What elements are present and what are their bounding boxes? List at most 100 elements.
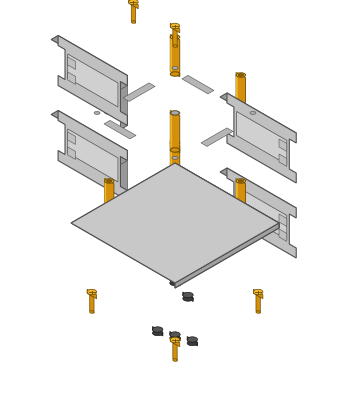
Polygon shape — [163, 206, 197, 226]
Polygon shape — [123, 193, 155, 211]
Ellipse shape — [90, 311, 94, 313]
Polygon shape — [71, 163, 279, 283]
Ellipse shape — [187, 337, 197, 342]
Ellipse shape — [173, 263, 177, 265]
Polygon shape — [237, 186, 287, 240]
Polygon shape — [153, 327, 163, 336]
Polygon shape — [182, 76, 214, 94]
Polygon shape — [175, 163, 279, 228]
Ellipse shape — [172, 142, 178, 144]
Ellipse shape — [170, 277, 180, 282]
Polygon shape — [123, 83, 155, 102]
Polygon shape — [90, 295, 94, 313]
Polygon shape — [51, 111, 127, 154]
Polygon shape — [236, 72, 238, 110]
Ellipse shape — [170, 72, 180, 76]
Polygon shape — [279, 154, 287, 166]
Polygon shape — [131, 5, 135, 23]
Ellipse shape — [170, 332, 180, 337]
Polygon shape — [170, 216, 180, 259]
Polygon shape — [68, 132, 76, 145]
Polygon shape — [58, 36, 127, 126]
Polygon shape — [175, 223, 279, 288]
Polygon shape — [154, 259, 164, 269]
Polygon shape — [68, 54, 118, 107]
Polygon shape — [87, 289, 97, 299]
Polygon shape — [170, 110, 180, 153]
Polygon shape — [227, 168, 296, 258]
Ellipse shape — [172, 157, 178, 159]
Polygon shape — [119, 192, 231, 256]
Polygon shape — [279, 139, 287, 152]
Polygon shape — [68, 72, 76, 84]
Polygon shape — [104, 230, 136, 249]
Ellipse shape — [104, 110, 114, 114]
Polygon shape — [256, 295, 260, 313]
Polygon shape — [236, 72, 246, 115]
Ellipse shape — [172, 176, 178, 179]
Polygon shape — [183, 292, 193, 301]
Ellipse shape — [170, 217, 180, 221]
Ellipse shape — [170, 241, 180, 247]
Polygon shape — [104, 121, 136, 139]
Ellipse shape — [250, 221, 256, 224]
Polygon shape — [236, 178, 246, 221]
Ellipse shape — [104, 216, 114, 220]
Polygon shape — [253, 289, 263, 299]
Ellipse shape — [236, 73, 246, 77]
Polygon shape — [170, 337, 180, 347]
Ellipse shape — [236, 110, 246, 114]
Ellipse shape — [256, 311, 260, 313]
Ellipse shape — [236, 179, 246, 183]
Ellipse shape — [94, 221, 100, 224]
Ellipse shape — [170, 35, 180, 39]
Polygon shape — [175, 224, 231, 261]
Polygon shape — [279, 229, 287, 242]
Ellipse shape — [154, 263, 164, 269]
Ellipse shape — [170, 254, 180, 258]
Ellipse shape — [172, 266, 178, 269]
Ellipse shape — [238, 74, 244, 76]
Polygon shape — [170, 34, 180, 77]
Polygon shape — [68, 57, 76, 69]
Polygon shape — [175, 223, 279, 288]
Ellipse shape — [153, 330, 163, 336]
Ellipse shape — [172, 112, 178, 114]
Polygon shape — [58, 111, 127, 200]
Polygon shape — [182, 185, 214, 204]
Polygon shape — [187, 337, 197, 346]
Ellipse shape — [172, 218, 178, 220]
Polygon shape — [51, 36, 127, 79]
Ellipse shape — [236, 216, 246, 220]
Polygon shape — [170, 140, 180, 183]
Polygon shape — [104, 178, 114, 221]
Ellipse shape — [170, 335, 180, 341]
Polygon shape — [104, 72, 114, 115]
Polygon shape — [170, 110, 172, 148]
Ellipse shape — [170, 141, 180, 145]
Polygon shape — [227, 93, 296, 183]
Polygon shape — [237, 112, 287, 164]
Polygon shape — [120, 116, 127, 130]
Ellipse shape — [170, 178, 180, 182]
Ellipse shape — [170, 337, 180, 343]
Polygon shape — [158, 241, 182, 263]
Ellipse shape — [170, 148, 180, 152]
Ellipse shape — [187, 340, 197, 346]
Ellipse shape — [183, 292, 193, 298]
Polygon shape — [170, 34, 172, 72]
Ellipse shape — [173, 45, 177, 47]
Ellipse shape — [106, 180, 112, 182]
Polygon shape — [182, 217, 197, 233]
Polygon shape — [68, 147, 76, 159]
Ellipse shape — [173, 359, 177, 361]
Polygon shape — [120, 150, 127, 164]
Polygon shape — [68, 129, 118, 182]
Ellipse shape — [153, 327, 163, 332]
Ellipse shape — [253, 289, 263, 295]
Ellipse shape — [106, 74, 112, 76]
Polygon shape — [170, 216, 172, 254]
Polygon shape — [170, 332, 180, 341]
Polygon shape — [152, 241, 182, 258]
Ellipse shape — [87, 289, 97, 295]
